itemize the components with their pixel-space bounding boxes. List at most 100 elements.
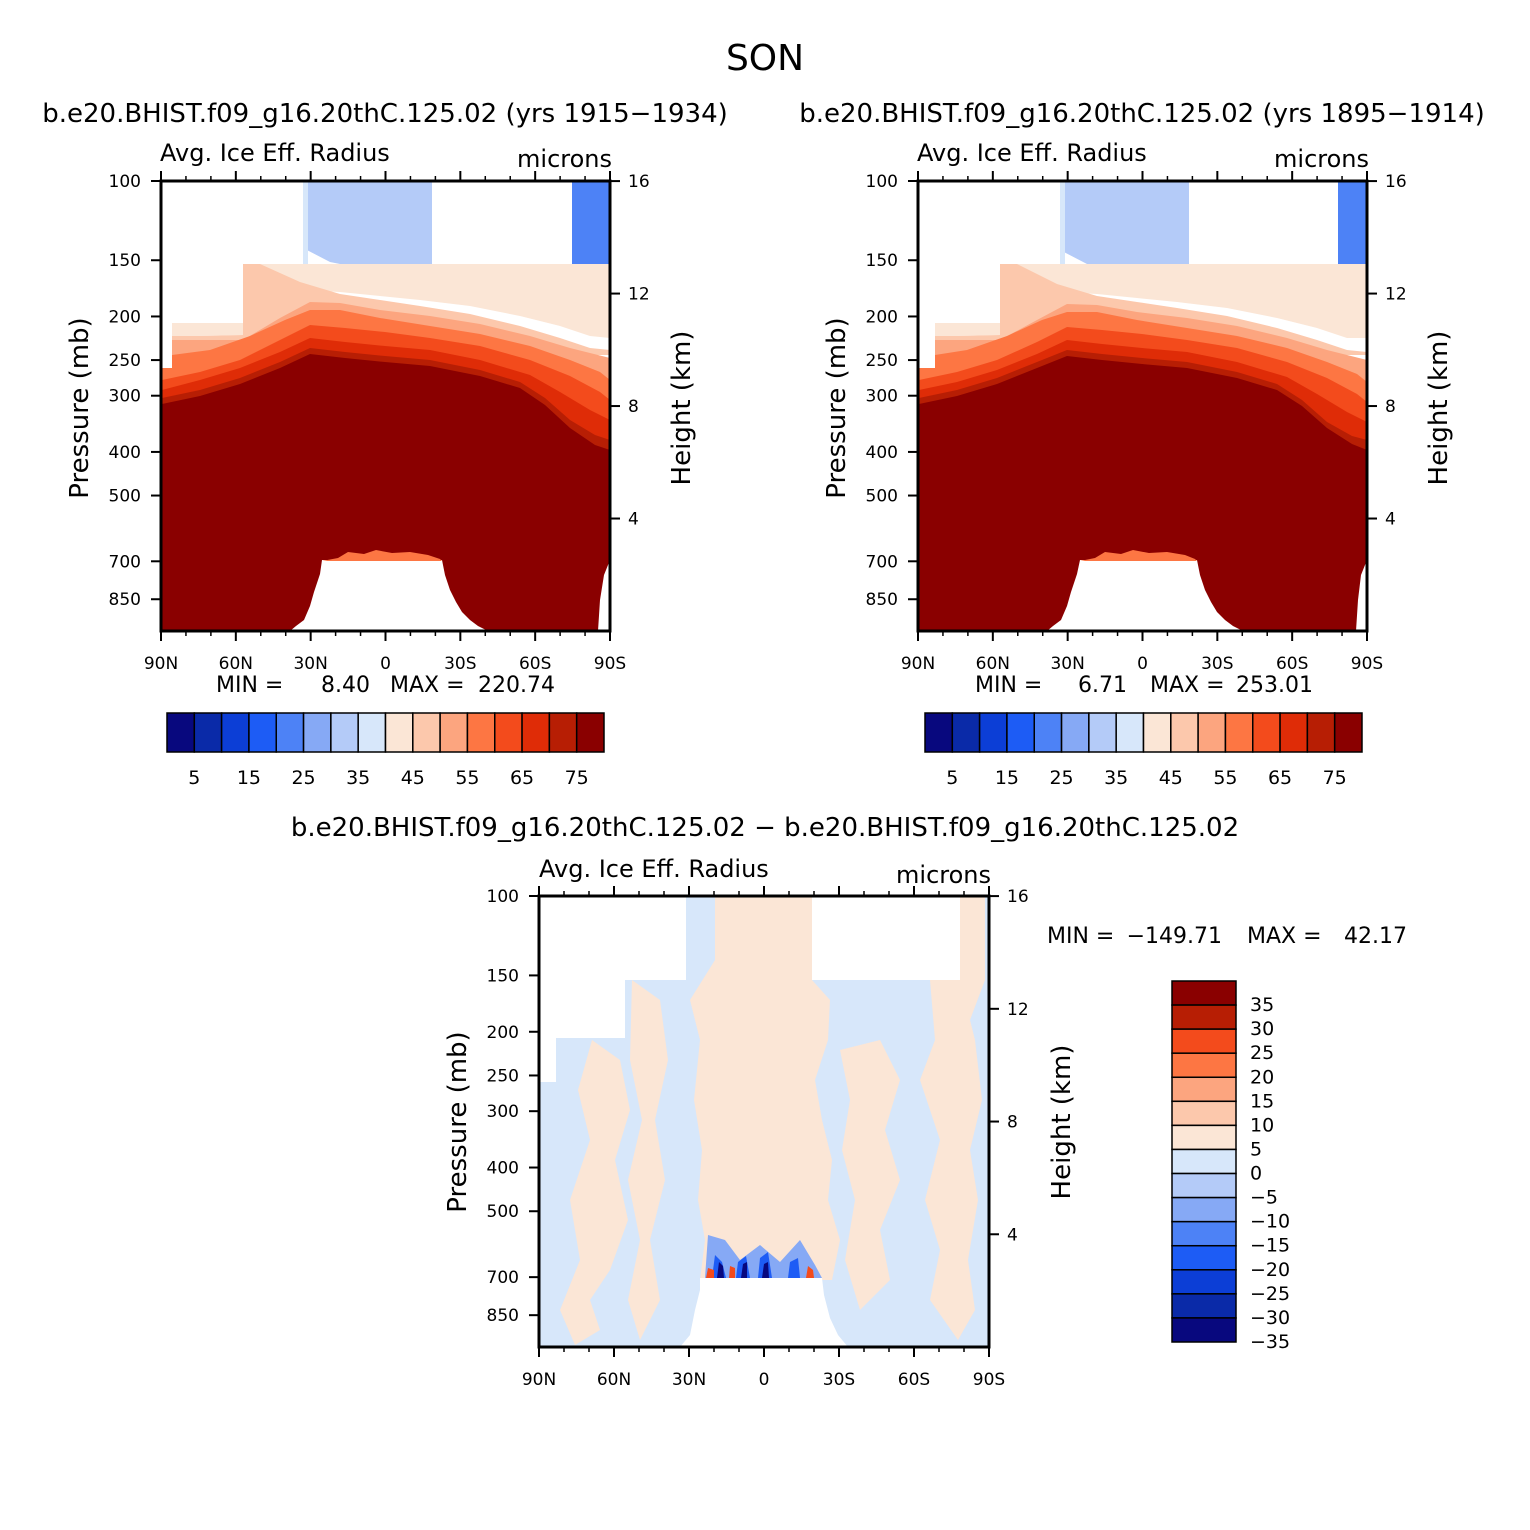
panel-diff-xtick-label: 60N [597,1370,631,1390]
panel-a-variable-title: Avg. Ice Eff. Radius [160,139,390,167]
panel-b: Avg. Ice Eff. Radius microns 90N 60N 30N 0 3… [822,139,1454,789]
panel-a-ytick-right-label: 16 [628,172,650,192]
panel-b-units: microns [1274,145,1369,173]
panel-diff-colorbar-label: 35 [1250,994,1274,1016]
panel-diff-pos-right [920,980,982,1340]
panel-a-colorbar-swatch [220,712,250,753]
panel-b-max-label: MAX = [1150,673,1225,698]
panel-diff-colorbar-swatch [1171,1028,1237,1054]
panel-b-colorbar-swatch [1333,712,1363,753]
panel-a-ytick-right-label: 8 [628,397,639,417]
panel-b-colorbar-label: 65 [1268,767,1292,789]
panel-a-xtick-label: 60N [219,654,253,674]
panel-diff-ylabel-right: Height (km) [1047,1045,1077,1200]
panel-b-missing [919,182,1338,368]
panel-diff-colorbar-swatch [1171,1244,1237,1271]
panel-diff-max-label: MAX = [1247,924,1322,949]
panel-a-xtick-label: 0 [380,654,391,674]
panel-a-lev-15 [162,552,610,631]
panel-a-colorbar-swatch [575,712,605,753]
panel-a-colorbar-swatch [248,712,277,753]
panel-diff-max-value: 42.17 [1344,924,1407,949]
panel-diff-pos-strong [706,1266,814,1278]
panel-b-variable-title: Avg. Ice Eff. Radius [917,139,1147,167]
panel-diff-colorbar-label: 15 [1250,1090,1274,1112]
panel-diff-ytick-label: 300 [487,1102,519,1122]
panel-diff-colorbar-label: −25 [1250,1283,1290,1305]
panel-a-ytick-label: 100 [109,172,141,192]
season-title: SON [726,38,804,79]
panel-diff-colorbar-label: −10 [1250,1211,1290,1233]
panel-diff-xtick-label: 60S [898,1370,930,1390]
panel-b-xtick-label: 60S [1276,654,1308,674]
panel-b-ytick-right-label: 16 [1385,172,1407,192]
panel-a-ytick-right-label: 4 [628,510,639,530]
panel-b-land-rim [1080,550,1197,561]
panel-diff: Avg. Ice Eff. Radius microns 90N 60N 30N 0 3… [443,855,1407,1390]
panel-b-colorbar-swatch [1170,712,1199,753]
panel-diff-ytick-label: 150 [487,966,519,986]
panel-a-colorbar-swatch [466,712,496,753]
panel-diff-colorbar-label: 30 [1250,1018,1274,1040]
panel-diff-colorbar-swatch [1171,1293,1237,1319]
panel-diff-xtick-label: 90S [973,1370,1005,1390]
panel-b-colorbar-swatch [951,712,981,753]
panel-b-colorbar-swatch [1224,712,1254,753]
panel-b-colorbar-label: 75 [1323,767,1347,789]
panel-b-colorbar-swatch [1115,712,1145,753]
panel-a-colorbar-swatch [193,712,223,753]
panel-b-colorbar-swatch [1088,712,1117,753]
panel-b-max-value: 253.01 [1236,673,1313,698]
panel-diff-ytick-label: 850 [487,1306,519,1326]
panel-a-land-rim [322,550,442,561]
panel-a-ytick-label: 300 [109,387,141,407]
panel-diff-pos-left [560,1040,630,1345]
panel-b-colorbar-swatch [1006,712,1035,753]
panel-diff-pos-top-right [958,897,985,1020]
panel-a-land [290,560,610,631]
panel-a-colorbar-label: 25 [291,767,315,789]
panel-diff-colorbar-swatch [1171,1172,1237,1199]
panel-diff-xtick-label: 0 [759,1370,770,1390]
panel-a-units: microns [517,145,612,173]
panel-b-colorbar-label: 15 [995,767,1019,789]
panel-diff-missing [540,897,960,1082]
panel-b-ytick-right-label: 12 [1385,285,1407,305]
panel-a-min-label: MIN = [216,673,283,698]
panel-b-ytick-label: 700 [866,552,898,572]
panel-b-colorbar-swatch [924,712,954,753]
panel-diff-colorbar-swatch [1171,1100,1237,1127]
panel-b-colorbar-swatch [1060,712,1090,753]
panel-a-colorbar-swatch [384,712,414,753]
panel-a-colorbar-label: 15 [237,767,261,789]
panel-b-ytick-label: 500 [866,487,898,507]
panel-b-ytick-label: 150 [866,251,898,271]
panel-diff-colorbar-label: −30 [1250,1307,1290,1329]
panel-a-colorbar-label: 75 [565,767,589,789]
panel-b-xtick-label: 90N [901,654,935,674]
panel-b-field [919,182,1367,631]
panel-b-ylabel-right: Height (km) [1424,331,1454,486]
panel-b-ytick-right-label: 8 [1385,397,1396,417]
panel-diff-colorbar-label: −35 [1250,1331,1290,1353]
diff-panel-title: b.e20.BHIST.f09_g16.20thC.125.02 − b.e20… [291,813,1239,843]
panel-diff-ytick-label: 700 [487,1268,519,1288]
panel-a-colorbar-label: 55 [455,767,479,789]
panel-a-colorbar-label: 35 [346,767,370,789]
panel-b-min-label: MIN = [975,673,1042,698]
panel-a-colorbar-label: 65 [510,767,534,789]
panel-b-xtick-label: 30S [1201,654,1233,674]
panel-a-ytick-right-label: 12 [628,285,650,305]
panel-a-ytick-label: 500 [109,487,141,507]
panel-b-colorbar-swatch [1279,712,1309,753]
panel-b-min-value: 6.71 [1078,673,1127,698]
panel-diff-ytick-right-label: 4 [1007,1225,1018,1245]
panel-diff-colorbar-swatch [1171,1220,1237,1247]
panel-b-colorbar-label: 35 [1104,767,1128,789]
panel-diff-ytick-right-label: 8 [1007,1113,1018,1133]
panel-a-ytick-label: 200 [109,307,141,327]
panel-b-colorbar-label: 5 [946,767,958,789]
panel-diff-ytick-right-label: 12 [1007,1000,1029,1020]
panel-a: Avg. Ice Eff. Radius microns 90N 60N 30N 0 3… [65,139,697,789]
panel-b-xtick-label: 0 [1137,654,1148,674]
